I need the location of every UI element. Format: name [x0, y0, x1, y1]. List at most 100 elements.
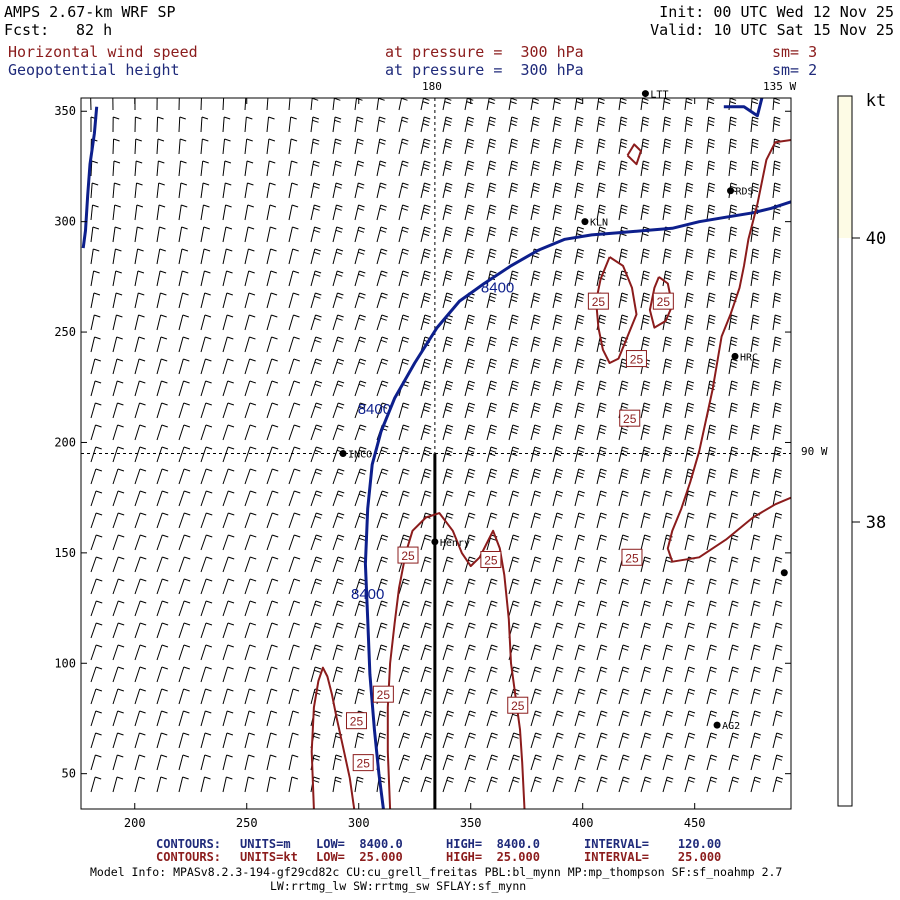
wind-barb [376, 644, 388, 661]
wind-barb [684, 402, 695, 419]
wind-barb [178, 732, 190, 749]
wind-barb [728, 468, 739, 485]
wind-barb [134, 424, 146, 441]
wind-barb [244, 578, 257, 595]
station-marker [780, 569, 788, 577]
wind-barb [574, 160, 584, 177]
wind-barb [772, 776, 783, 793]
wind-barb [156, 248, 166, 265]
wind-barb [662, 644, 674, 661]
wind-barb [508, 754, 520, 771]
wind-barb [156, 776, 167, 793]
wind-barb [772, 402, 782, 419]
wind-barb [596, 578, 608, 595]
wind-barb [398, 710, 411, 727]
wind-barb [772, 270, 782, 287]
wind-barb [90, 710, 102, 727]
wind-barb [200, 688, 212, 705]
wind-barb [552, 402, 563, 419]
wind-barb [310, 182, 321, 199]
wind-barb [772, 98, 781, 111]
wind-barb [266, 534, 279, 551]
wind-barb [90, 512, 103, 529]
wind-barb [772, 644, 783, 661]
wind-barb [728, 578, 739, 595]
wind-barb [310, 138, 320, 155]
wind-barb [530, 226, 541, 243]
wind-barb [706, 446, 717, 463]
footer-speed-interval: INTERVAL= 25.000 [584, 850, 722, 864]
wind-barb [486, 666, 498, 683]
wind-barb [288, 336, 300, 353]
wind-barb [178, 336, 190, 353]
wind-barb [310, 160, 320, 177]
wind-barb [222, 182, 232, 199]
wind-barb [486, 578, 498, 595]
station-marker: HRC [731, 352, 758, 363]
wind-barb [222, 776, 233, 793]
wind-barb [200, 314, 212, 331]
wind-barb [288, 226, 299, 243]
wind-barb [574, 358, 585, 375]
wind-barb [420, 248, 431, 265]
wind-barb [486, 468, 498, 485]
wind-barb [288, 666, 300, 683]
wind-barb [178, 314, 189, 331]
wind-barb [530, 556, 542, 573]
wind-barb [552, 644, 564, 661]
wind-barb [244, 138, 253, 155]
wind-barb [728, 688, 739, 705]
wind-barb [464, 644, 476, 661]
wind-barb [552, 226, 563, 243]
wind-barb [112, 98, 114, 111]
wind-barb [222, 688, 234, 705]
wind-barb [156, 732, 168, 749]
wind-barb [376, 622, 388, 639]
wind-barb [288, 688, 300, 705]
wind-barb [508, 314, 519, 331]
footer-speed-contours: CONTOURS: [156, 850, 222, 864]
wind-barb [332, 776, 342, 793]
speed-contour-line [595, 256, 638, 364]
wind-barb [552, 270, 563, 287]
wind-barb [354, 468, 367, 485]
wind-barb [200, 468, 213, 485]
wind-barb [684, 512, 695, 529]
wind-barb [222, 732, 234, 749]
wind-barb [376, 270, 388, 287]
wind-barb [662, 270, 672, 287]
wind-barb [354, 204, 365, 221]
svg-text:25: 25 [630, 353, 644, 367]
wind-barb [596, 248, 606, 265]
wind-barb [90, 160, 98, 177]
wind-barb [508, 182, 519, 199]
wind-barb [486, 226, 497, 243]
wind-barb [134, 622, 147, 639]
wind-barb [464, 556, 476, 573]
wind-barb [178, 688, 190, 705]
field1-level: at pressure = 300 hPa [385, 43, 584, 61]
wind-barb [684, 204, 694, 221]
wind-barb [354, 446, 367, 463]
wind-barb [288, 116, 297, 133]
wind-barb [552, 688, 564, 705]
wind-barb [200, 248, 211, 265]
wind-barb [684, 666, 695, 683]
wind-barb [332, 204, 343, 221]
wind-barb [750, 160, 759, 177]
wind-barb [772, 336, 782, 353]
wind-barb [288, 204, 299, 221]
wind-barb [266, 512, 279, 529]
wind-barb [640, 710, 652, 727]
reference-lines [81, 98, 791, 809]
wind-barb [310, 666, 322, 683]
wind-barb [134, 556, 147, 573]
wind-barb [134, 138, 142, 155]
wind-barb [662, 380, 673, 397]
wind-barb [288, 248, 299, 265]
wind-barb [728, 358, 738, 375]
wind-barb [288, 446, 301, 463]
wind-barb [464, 226, 475, 243]
wind-barb [112, 160, 121, 177]
wind-barb [508, 380, 519, 397]
